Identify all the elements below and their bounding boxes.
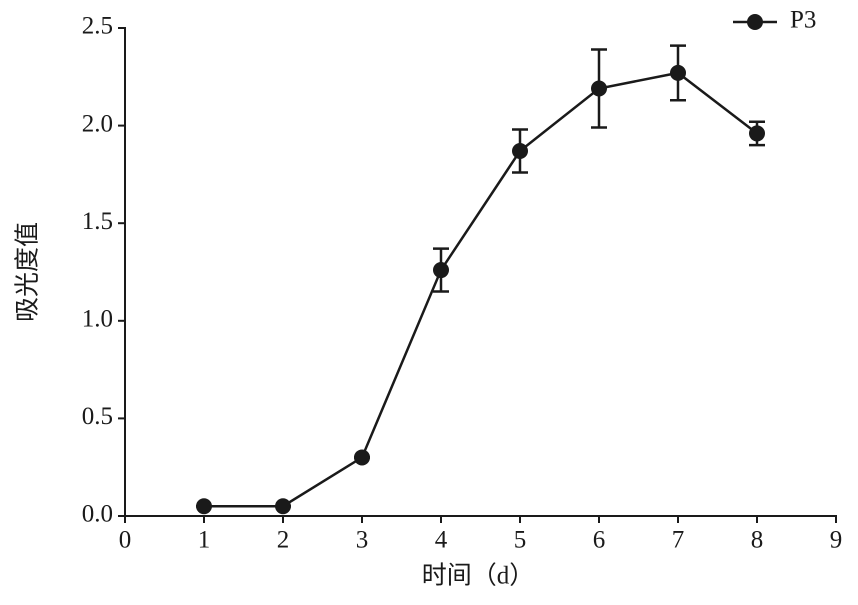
x-tick-label: 7 [672, 527, 685, 554]
point [591, 80, 607, 97]
y-tick-label: 1.5 [82, 208, 113, 235]
x-tick-label: 9 [830, 527, 843, 554]
legend-label: P3 [790, 7, 816, 34]
x-tick-label: 3 [356, 527, 369, 554]
x-tick-label: 8 [751, 527, 764, 554]
y-tick-label: 1.0 [82, 306, 113, 333]
legend-marker [747, 14, 763, 30]
x-tick-label: 4 [435, 527, 448, 554]
point [512, 142, 528, 159]
x-tick-label: 2 [277, 527, 290, 554]
y-tick-label: 2.0 [82, 110, 113, 137]
y-tick-label: 0.0 [82, 501, 113, 528]
x-tick-label: 1 [198, 527, 211, 554]
point [354, 449, 370, 466]
point [749, 125, 765, 142]
y-axis-label: 吸光度值 [14, 222, 42, 322]
line [204, 71, 758, 508]
point [433, 262, 449, 279]
y-tick-label: 2.5 [82, 13, 113, 40]
x-axis-label: 时间（d） [422, 562, 535, 590]
x-tick-label: 0 [119, 527, 132, 554]
y-tick-label: 0.5 [82, 403, 113, 430]
x-tick-label: 6 [593, 527, 606, 554]
point [275, 498, 291, 515]
point [196, 498, 212, 515]
x-tick-label: 5 [514, 527, 527, 554]
point [670, 64, 686, 81]
